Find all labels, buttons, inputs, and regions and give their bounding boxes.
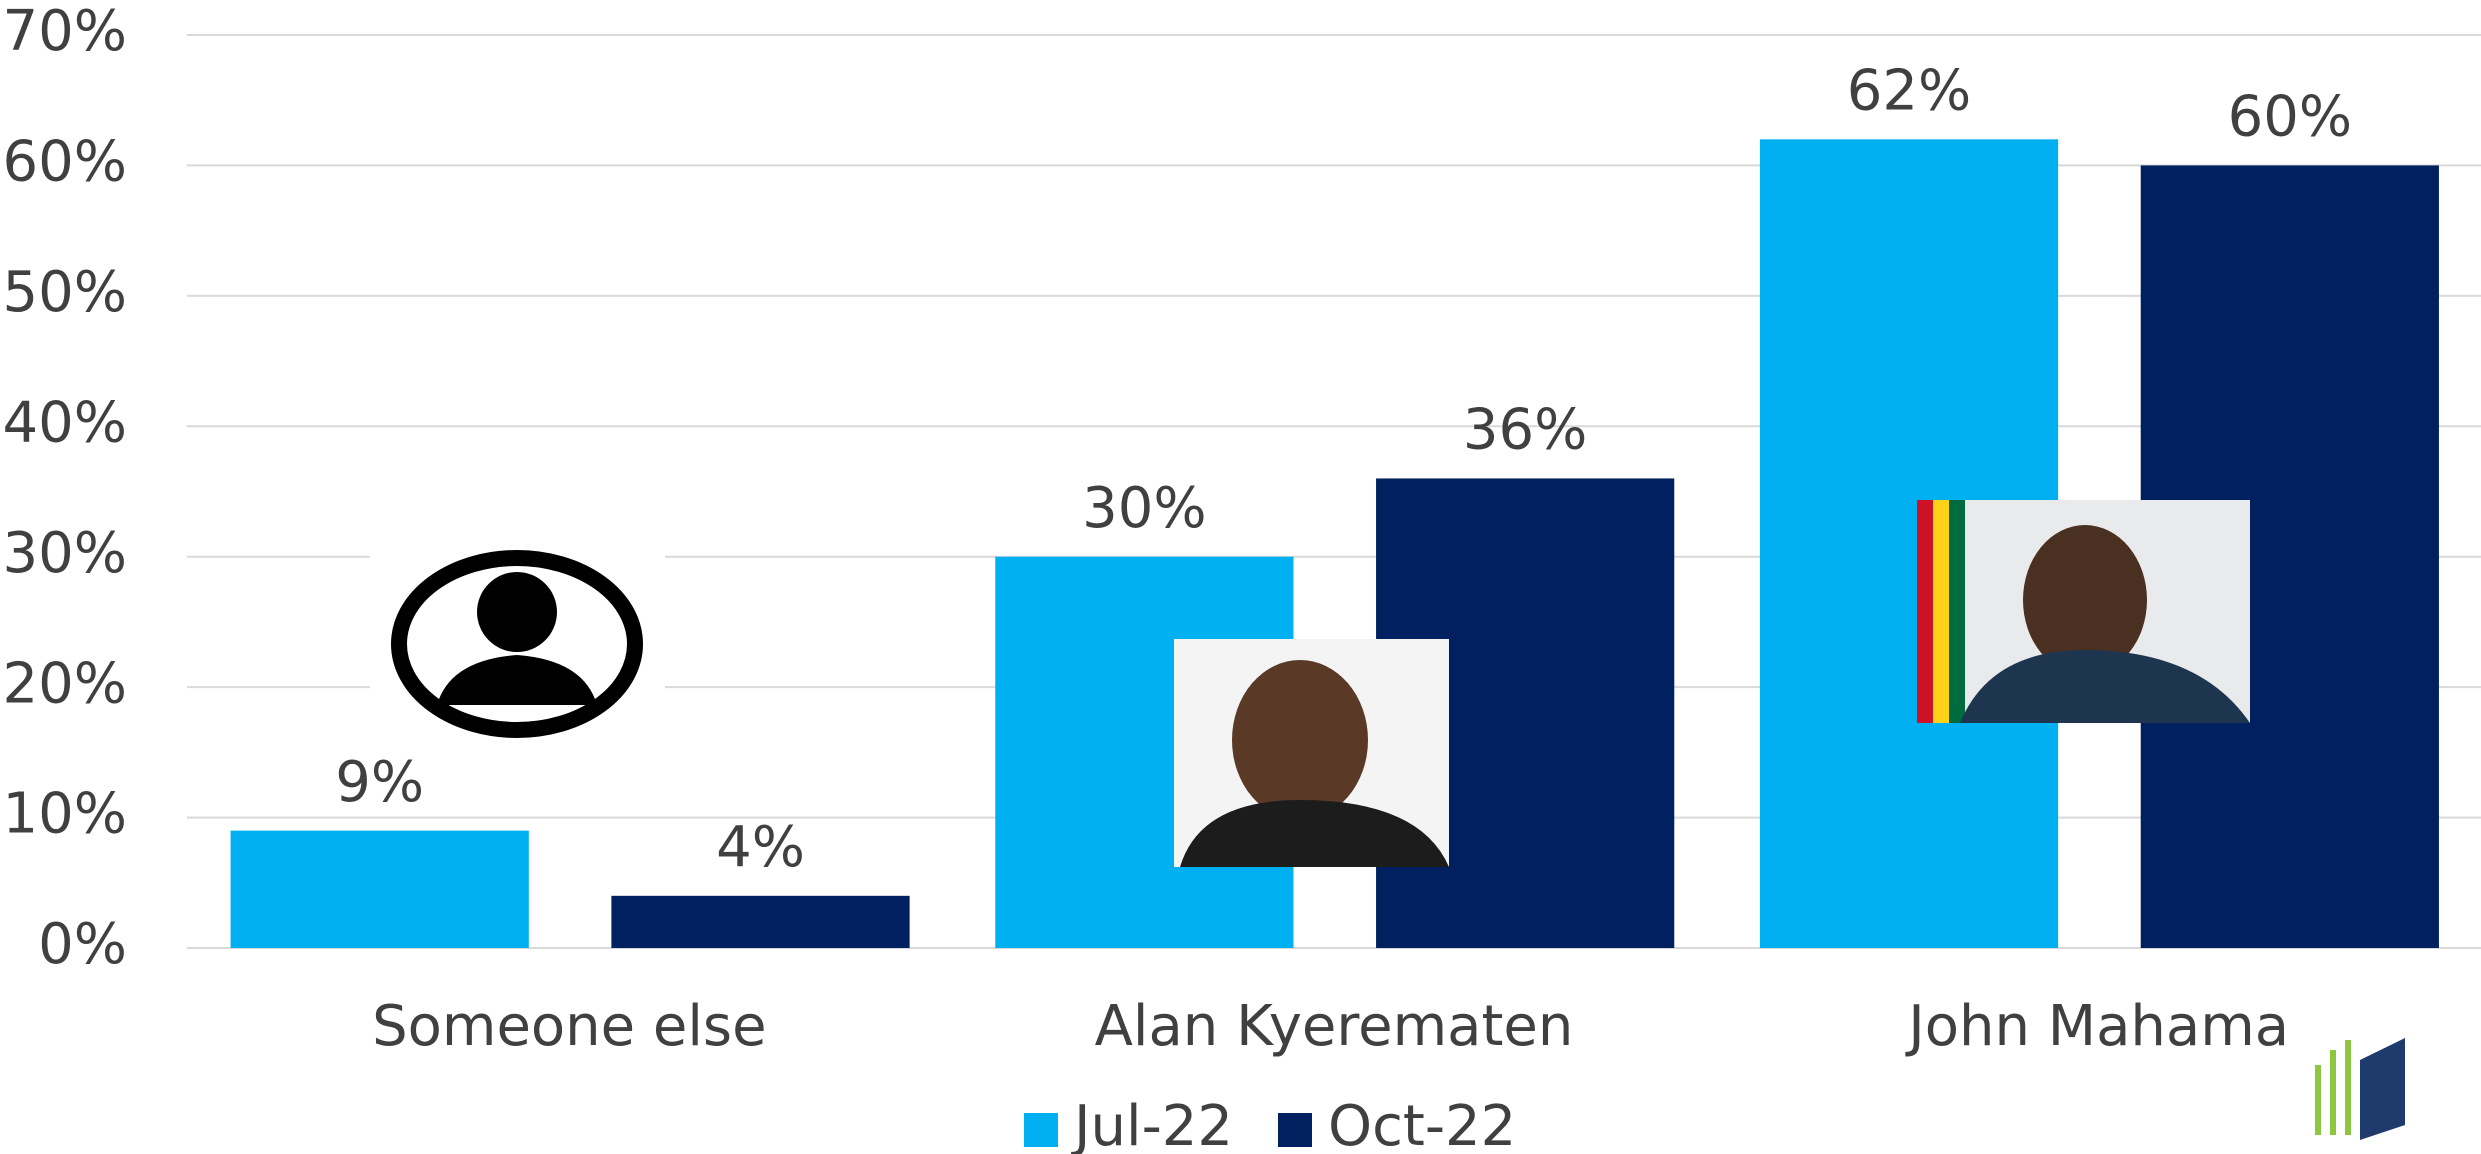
photo-mahama-face bbox=[2023, 525, 2147, 675]
bar bbox=[230, 830, 529, 948]
value-label: 30% bbox=[1082, 476, 1206, 541]
flag-green bbox=[1949, 500, 1965, 723]
legend-swatch bbox=[1024, 1113, 1058, 1147]
value-label: 36% bbox=[1463, 398, 1587, 463]
y-tick-label: 10% bbox=[3, 782, 127, 847]
y-tick-label: 20% bbox=[3, 651, 127, 716]
x-tick-label: Someone else bbox=[372, 994, 766, 1059]
bar bbox=[611, 895, 910, 948]
legend-label: Oct-22 bbox=[1328, 1094, 1516, 1154]
y-tick-label: 70% bbox=[3, 0, 127, 64]
person-icon-head bbox=[477, 572, 557, 652]
decor bbox=[370, 500, 2405, 1140]
value-label: 60% bbox=[2228, 85, 2352, 150]
x-tick-label: John Mahama bbox=[1905, 994, 2289, 1059]
y-tick-label: 0% bbox=[38, 912, 127, 977]
value-label: 9% bbox=[335, 750, 424, 815]
y-tick-label: 60% bbox=[3, 130, 127, 195]
flag-gold bbox=[1933, 500, 1949, 723]
y-tick-label: 30% bbox=[3, 521, 127, 586]
photo-alan-face bbox=[1232, 660, 1368, 820]
photo-alan-suit bbox=[1180, 800, 1449, 867]
logo-bar bbox=[2315, 1065, 2321, 1135]
logo-shape bbox=[2360, 1038, 2405, 1140]
flag-red bbox=[1917, 500, 1933, 723]
photo-mahama-suit bbox=[1960, 650, 2250, 723]
logo bbox=[2315, 1038, 2405, 1140]
y-tick-label: 50% bbox=[3, 260, 127, 325]
person-icon-ring bbox=[391, 550, 643, 738]
legend-swatch bbox=[1278, 1113, 1312, 1147]
value-label: 62% bbox=[1847, 58, 1971, 123]
logo-bar bbox=[2330, 1050, 2336, 1135]
y-tick-label: 40% bbox=[3, 390, 127, 455]
logo-bar bbox=[2345, 1040, 2351, 1135]
label-layer: 0% 10% 20% 30% 40% 50% 60% 70% Someone else Alan … bbox=[3, 0, 2353, 1154]
x-tick-label: Alan Kyerematen bbox=[1095, 994, 1574, 1059]
legend-label: Jul-22 bbox=[1071, 1094, 1233, 1154]
value-label: 4% bbox=[716, 815, 805, 880]
person-icon-body bbox=[437, 655, 597, 705]
